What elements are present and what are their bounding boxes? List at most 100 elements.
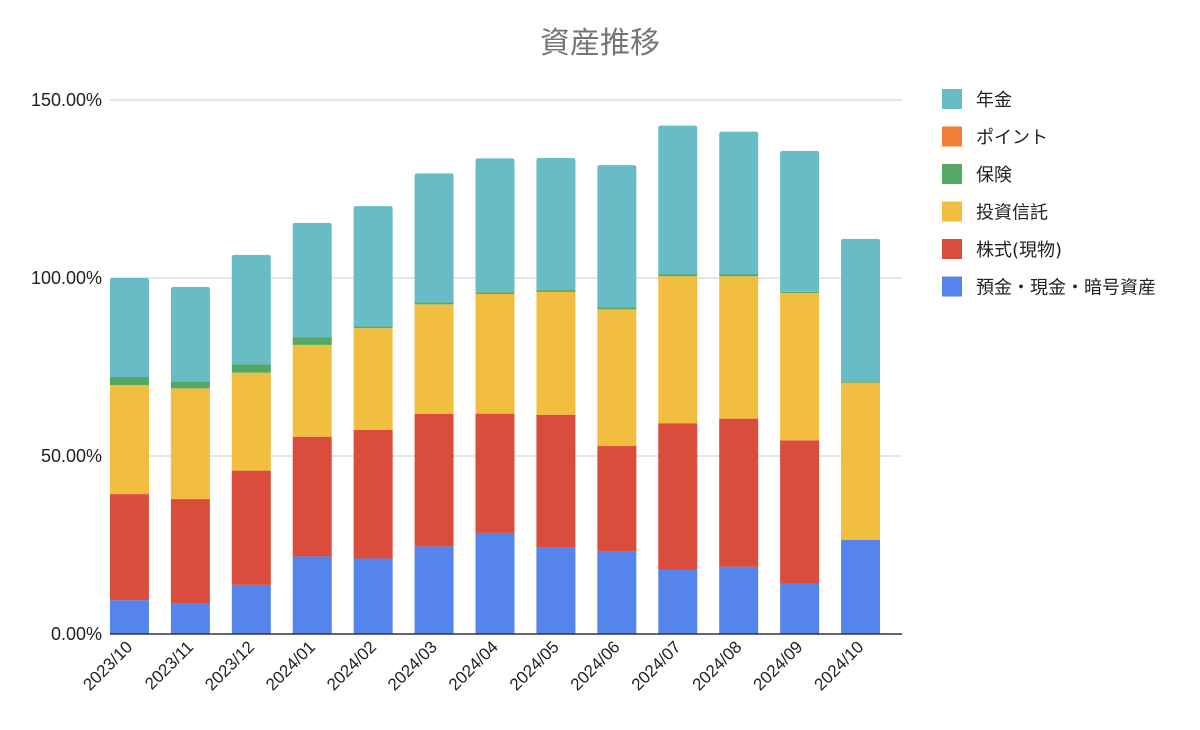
- bar-segment: [841, 382, 881, 541]
- bar-segment: [231, 254, 271, 365]
- x-tick-label: 2024/02: [323, 637, 380, 694]
- chart-title: 資産推移: [540, 26, 660, 61]
- bar-segment: [475, 532, 515, 634]
- bar-segment: [841, 238, 881, 382]
- bar-segment: [536, 414, 576, 548]
- bar-segment: [475, 294, 515, 414]
- bar-segment: [719, 418, 759, 567]
- bar-segment: [231, 372, 271, 471]
- bar-stack: [475, 158, 515, 634]
- bar-segment: [109, 600, 149, 634]
- bar-segment: [658, 276, 698, 424]
- x-tick-label: 2024/01: [262, 637, 319, 694]
- bar-segment: [841, 540, 881, 634]
- legend-label: 預金・現金・暗号資産: [976, 278, 1156, 299]
- bar-stack: [780, 150, 820, 634]
- bar-stack: [353, 206, 393, 634]
- bar-segment: [719, 131, 759, 275]
- x-tick-label: 2024/08: [689, 637, 746, 694]
- bar-segment: [414, 304, 454, 414]
- bar-segment: [475, 292, 515, 295]
- bar-segment: [780, 440, 820, 584]
- bar-segment: [353, 558, 393, 634]
- bar-segment: [475, 158, 515, 293]
- x-tick-label: 2024/05: [506, 637, 563, 694]
- y-tick-label: 150.00%: [31, 90, 102, 110]
- bar-segment: [597, 551, 637, 634]
- bar-segment: [719, 276, 759, 419]
- bar-segment: [658, 569, 698, 634]
- y-axis-ticks: 0.00% 50.00% 100.00% 150.00%: [31, 90, 102, 644]
- x-tick-label: 2024/03: [384, 637, 441, 694]
- legend-item: 投資信託: [942, 201, 1048, 224]
- bar-stack: [658, 125, 698, 634]
- bar-stack: [109, 278, 149, 634]
- bar-stack: [719, 131, 759, 634]
- bar-segment: [170, 603, 210, 634]
- bar-segment: [597, 309, 637, 447]
- bars: [109, 125, 881, 634]
- bar-segment: [658, 423, 698, 570]
- bar-segment: [780, 583, 820, 634]
- bar-segment: [414, 413, 454, 547]
- bar-segment: [719, 566, 759, 634]
- y-tick-label: 0.00%: [51, 624, 102, 644]
- bar-segment: [475, 413, 515, 533]
- bar-stack: [170, 286, 210, 634]
- bar-segment: [353, 326, 393, 329]
- legend-label: 年金: [976, 90, 1012, 111]
- legend-item: 預金・現金・暗号資産: [942, 276, 1156, 299]
- x-tick-label: 2023/10: [79, 637, 136, 694]
- legend-swatch: [942, 89, 962, 109]
- bar-segment: [658, 125, 698, 275]
- y-tick-label: 50.00%: [41, 446, 102, 466]
- bar-segment: [170, 499, 210, 604]
- bar-segment: [597, 446, 637, 552]
- bar-segment: [170, 388, 210, 500]
- bar-segment: [353, 430, 393, 559]
- bar-segment: [353, 328, 393, 431]
- bar-segment: [536, 547, 576, 634]
- x-tick-label: 2024/07: [628, 637, 685, 694]
- legend-label: 株式(現物): [976, 240, 1062, 261]
- bar-segment: [780, 150, 820, 292]
- bar-segment: [536, 291, 576, 415]
- bar-segment: [109, 376, 149, 386]
- bar-stack: [414, 173, 454, 634]
- legend-label: ポイント: [976, 128, 1048, 149]
- bar-segment: [170, 286, 210, 382]
- bar-segment: [292, 222, 332, 338]
- x-tick-label: 2024/06: [567, 637, 624, 694]
- legend-swatch: [942, 164, 962, 184]
- bar-segment: [597, 165, 637, 308]
- legend-item: 株式(現物): [942, 239, 1062, 261]
- bar-segment: [109, 385, 149, 495]
- bar-segment: [597, 307, 637, 310]
- bar-segment: [414, 302, 454, 305]
- bar-stack: [597, 165, 637, 634]
- bar-segment: [231, 470, 271, 585]
- legend-swatch: [942, 276, 962, 297]
- legend-swatch: [942, 126, 962, 147]
- bar-segment: [841, 381, 881, 383]
- legend-label: 投資信託: [976, 203, 1048, 224]
- bar-segment: [231, 364, 271, 373]
- bar-segment: [292, 556, 332, 634]
- bar-segment: [353, 206, 393, 327]
- x-tick-label: 2023/11: [141, 637, 197, 693]
- bar-segment: [719, 274, 759, 277]
- x-tick-label: 2024/09: [750, 637, 807, 694]
- bar-segment: [231, 584, 271, 634]
- bar-segment: [780, 292, 820, 441]
- bar-segment: [414, 173, 454, 303]
- bar-segment: [109, 494, 149, 601]
- bar-segment: [658, 274, 698, 277]
- bar-segment: [536, 158, 576, 291]
- bar-stack: [292, 222, 332, 634]
- bar-segment: [780, 291, 820, 293]
- bar-stack: [231, 254, 271, 634]
- x-tick-label: 2023/12: [201, 637, 258, 694]
